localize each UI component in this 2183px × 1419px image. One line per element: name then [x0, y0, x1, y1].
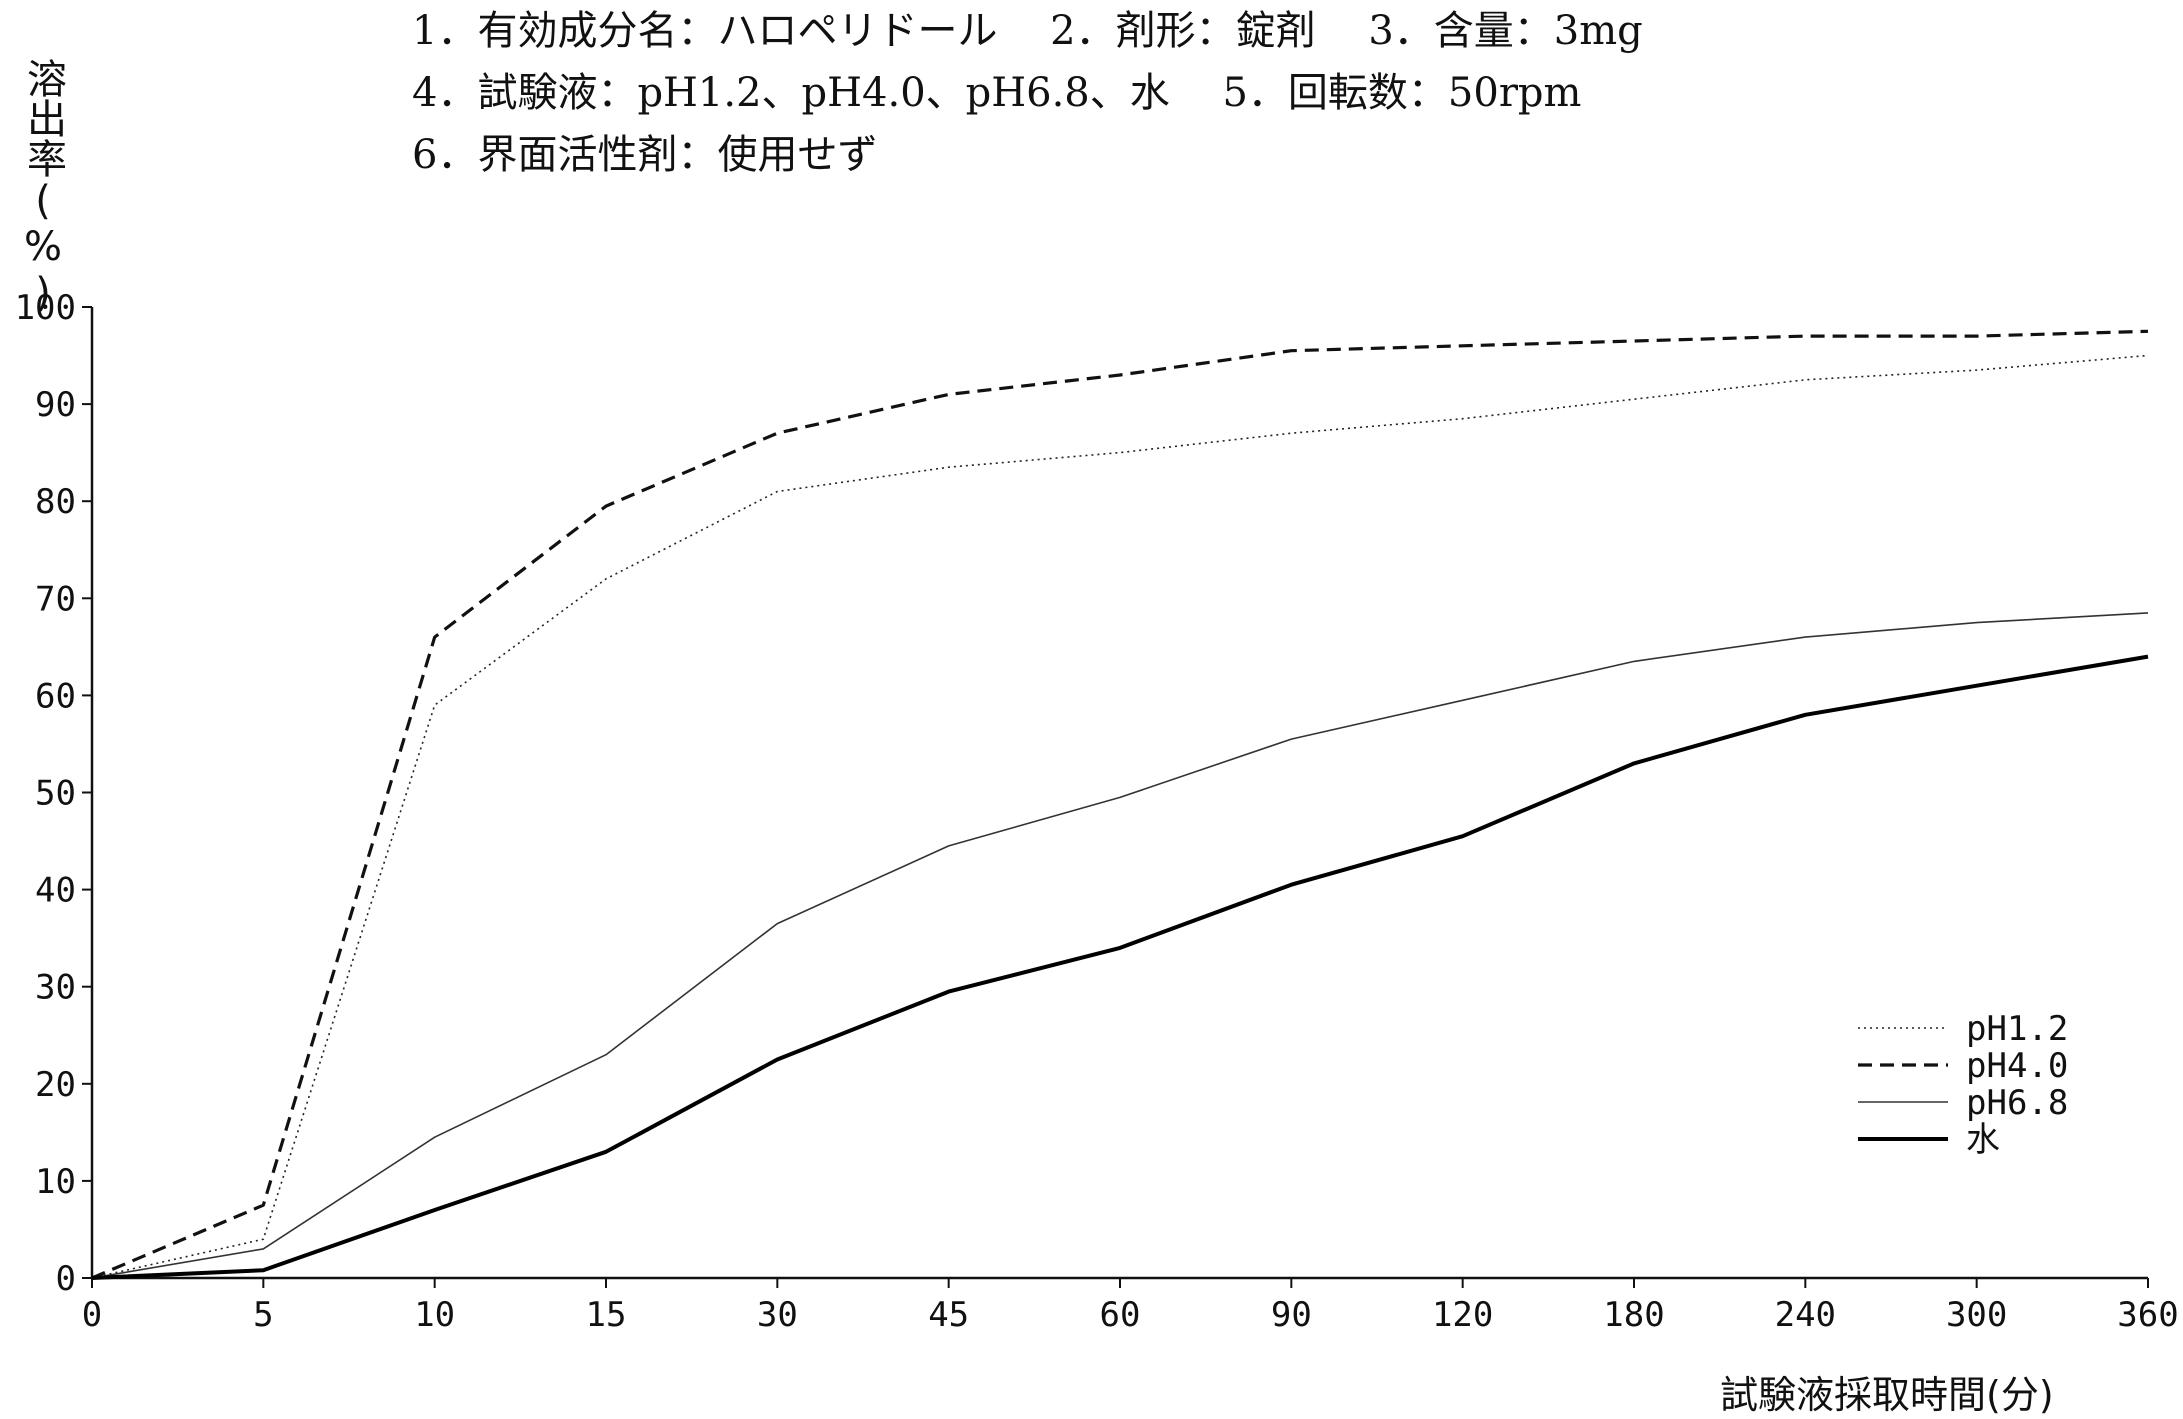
x-tick-label: 300 — [1946, 1295, 2007, 1335]
y-tick-label: 50 — [35, 774, 76, 814]
x-tick-label: 15 — [586, 1295, 627, 1335]
y-axis-label: 溶出率(%) — [20, 58, 66, 316]
x-tick-label: 30 — [757, 1295, 798, 1335]
series-line-3 — [91, 654, 2149, 1280]
header-line-2: 4．試験液：pH1.2、pH4.0、pH6.8、水 5．回転数：50rpm — [412, 70, 1582, 116]
y-tick-label: 10 — [35, 1162, 76, 1202]
x-tick-label: 240 — [1775, 1295, 1836, 1335]
series-line-2 — [91, 612, 2149, 1279]
y-tick-label: 100 — [15, 288, 76, 328]
y-tick-label: 70 — [35, 579, 76, 619]
x-tick-label: 60 — [1100, 1295, 1141, 1335]
chart-header: 1．有効成分名：ハロペリドール 2．剤形：錠剤 3．含量：3mg 4．試験液：p… — [412, 0, 1643, 186]
series-group — [91, 329, 2149, 1280]
x-tick-label: 45 — [928, 1295, 969, 1335]
header-line-3: 6．界面活性剤：使用せず — [412, 132, 878, 178]
x-axis-label: 試験液採取時間(分) — [1720, 1373, 2054, 1417]
legend-label-3: 水 — [1966, 1120, 2000, 1160]
x-tick-label: 10 — [414, 1295, 455, 1335]
x-tick-label: 0 — [82, 1295, 102, 1335]
legend-label-2: pH6.8 — [1966, 1083, 2068, 1123]
x-tick-label: 5 — [253, 1295, 273, 1335]
x-tick-label: 180 — [1603, 1295, 1664, 1335]
legend-label-1: pH4.0 — [1966, 1046, 2068, 1086]
x-tick-label: 120 — [1432, 1295, 1493, 1335]
y-tick-label: 80 — [35, 482, 76, 522]
y-tick-label: 90 — [35, 385, 76, 425]
series-line-0 — [91, 354, 2149, 1279]
y-tick-label: 0 — [56, 1259, 76, 1299]
x-tick-label: 360 — [2117, 1295, 2178, 1335]
x-tick-label: 90 — [1271, 1295, 1312, 1335]
legend-label-0: pH1.2 — [1966, 1009, 2068, 1049]
y-tick-label: 30 — [35, 968, 76, 1008]
axes: 0 10 20 30 40 50 60 70 80 90 100 0 5 10 15 30 45 60 90 120 1… — [15, 288, 2179, 1335]
series-line-1 — [91, 329, 2149, 1280]
y-tick-label: 40 — [35, 871, 76, 911]
y-tick-label: 60 — [35, 676, 76, 716]
y-tick-label: 20 — [35, 1065, 76, 1105]
header-line-1: 1．有効成分名：ハロペリドール 2．剤形：錠剤 3．含量：3mg — [412, 8, 1643, 54]
